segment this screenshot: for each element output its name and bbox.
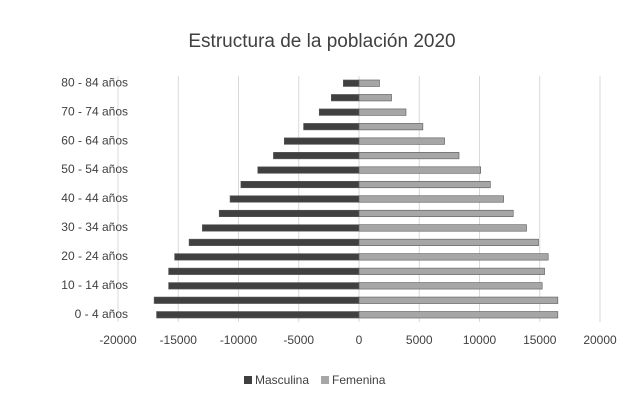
y-tick-label: 30 - 34 años	[61, 220, 128, 234]
bar	[202, 224, 360, 232]
bar	[283, 137, 360, 145]
bar	[358, 79, 380, 87]
bar	[358, 180, 491, 189]
x-tick-label: -15000	[160, 333, 198, 347]
bar	[358, 108, 407, 116]
bar	[330, 94, 360, 102]
chart-title: Estructura de la población 2020	[188, 31, 455, 52]
bar	[358, 224, 527, 232]
x-tick-label: -20000	[99, 333, 137, 347]
legend-label: Masculina	[255, 373, 309, 387]
y-tick-label: 70 - 74 años	[61, 104, 128, 118]
bar	[218, 209, 360, 218]
bar	[168, 267, 360, 275]
bar	[188, 238, 360, 246]
x-tick-label: 0	[356, 333, 363, 347]
y-tick-label: 20 - 24 años	[61, 249, 128, 263]
x-tick-label: -5000	[283, 333, 314, 347]
x-tick-label: 15000	[523, 333, 557, 347]
bar	[358, 267, 545, 275]
bar	[358, 195, 504, 203]
bar	[156, 311, 360, 319]
y-tick-label: 40 - 44 años	[61, 191, 128, 205]
bar	[229, 195, 360, 203]
y-tick-label: 60 - 64 años	[61, 133, 128, 147]
bar	[358, 238, 539, 246]
bar	[358, 209, 514, 218]
bar	[343, 79, 360, 87]
y-tick-label: 80 - 84 años	[61, 75, 128, 89]
bar	[358, 282, 543, 290]
bar	[257, 166, 360, 174]
bar	[358, 311, 559, 319]
bar	[358, 152, 460, 160]
bar	[318, 108, 360, 116]
x-tick-label: -10000	[220, 333, 258, 347]
legend-swatch	[244, 376, 252, 384]
bar	[358, 94, 392, 102]
bar	[273, 152, 360, 160]
y-tick-label: 50 - 54 años	[61, 162, 128, 176]
bar	[168, 282, 360, 290]
bar	[174, 253, 360, 261]
bar	[358, 296, 559, 304]
x-tick-label: 10000	[463, 333, 497, 347]
bar	[358, 137, 445, 145]
bar	[303, 123, 360, 131]
legend-swatch	[321, 376, 330, 384]
bar	[358, 253, 549, 261]
x-tick-label: 5000	[406, 333, 433, 347]
bar	[153, 296, 360, 304]
x-tick-label: 20000	[583, 333, 617, 347]
bar	[358, 123, 424, 131]
legend-label: Femenina	[332, 373, 386, 387]
bar	[240, 180, 360, 189]
y-tick-label: 10 - 14 años	[61, 278, 128, 292]
y-tick-label: 0 - 4 años	[75, 307, 128, 321]
bar	[358, 166, 482, 174]
